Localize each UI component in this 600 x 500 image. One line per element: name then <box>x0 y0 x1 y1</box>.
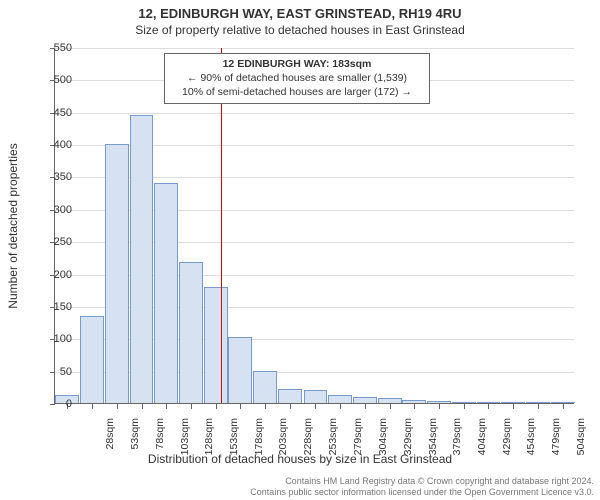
x-tick-mark <box>315 404 316 409</box>
x-tick-mark <box>365 404 366 409</box>
chart-title-main: 12, EDINBURGH WAY, EAST GRINSTEAD, RH19 … <box>0 0 600 21</box>
y-tick-label: 250 <box>32 236 72 248</box>
histogram-bar <box>477 402 501 403</box>
plot-region: 12 EDINBURGH WAY: 183sqm← 90% of detache… <box>54 48 574 404</box>
histogram-bar <box>551 402 575 403</box>
x-tick-label: 279sqm <box>352 418 364 466</box>
x-tick-label: 78sqm <box>154 418 166 466</box>
y-tick-label: 50 <box>32 366 72 378</box>
footer-attribution: Contains HM Land Registry data © Crown c… <box>250 476 594 499</box>
x-tick-mark <box>439 404 440 409</box>
x-tick-label: 504sqm <box>575 418 587 466</box>
x-tick-mark <box>290 404 291 409</box>
histogram-bar <box>402 400 426 403</box>
annotation-line-2: 10% of semi-detached houses are larger (… <box>171 85 423 99</box>
histogram-bar <box>228 337 252 403</box>
y-tick-label: 400 <box>32 139 72 151</box>
y-tick-label: 150 <box>32 301 72 313</box>
x-tick-mark <box>538 404 539 409</box>
x-tick-label: 404sqm <box>476 418 488 466</box>
x-tick-label: 53sqm <box>129 418 141 466</box>
x-tick-mark <box>390 404 391 409</box>
x-tick-label: 253sqm <box>327 418 339 466</box>
histogram-bar <box>427 401 451 403</box>
y-tick-label: 550 <box>32 42 72 54</box>
x-tick-label: 454sqm <box>525 418 537 466</box>
histogram-bar <box>304 390 328 403</box>
x-tick-label: 228sqm <box>302 418 314 466</box>
y-tick-label: 300 <box>32 204 72 216</box>
x-tick-mark <box>191 404 192 409</box>
x-tick-label: 153sqm <box>228 418 240 466</box>
x-tick-mark <box>414 404 415 409</box>
y-tick-label: 0 <box>32 398 72 410</box>
x-tick-label: 203sqm <box>277 418 289 466</box>
histogram-bar <box>526 402 550 403</box>
x-tick-mark <box>117 404 118 409</box>
histogram-bar <box>328 395 352 403</box>
x-tick-mark <box>216 404 217 409</box>
footer-line-2: Contains public sector information licen… <box>250 487 594 498</box>
gridline <box>55 113 574 114</box>
x-tick-label: 479sqm <box>550 418 562 466</box>
x-tick-mark <box>240 404 241 409</box>
histogram-bar <box>179 262 203 403</box>
x-tick-label: 429sqm <box>501 418 513 466</box>
histogram-bar <box>204 287 228 404</box>
histogram-bar <box>452 402 476 403</box>
x-tick-mark <box>464 404 465 409</box>
histogram-bar <box>253 371 277 403</box>
footer-line-1: Contains HM Land Registry data © Crown c… <box>250 476 594 487</box>
x-tick-mark <box>265 404 266 409</box>
x-tick-mark <box>92 404 93 409</box>
annotation-title: 12 EDINBURGH WAY: 183sqm <box>171 57 423 71</box>
x-tick-mark <box>488 404 489 409</box>
chart-area: 12 EDINBURGH WAY: 183sqm← 90% of detache… <box>54 48 574 404</box>
histogram-bar <box>80 316 104 403</box>
y-tick-label: 500 <box>32 74 72 86</box>
x-tick-mark <box>142 404 143 409</box>
x-tick-mark <box>340 404 341 409</box>
histogram-bar <box>353 397 377 403</box>
y-tick-label: 100 <box>32 333 72 345</box>
x-tick-label: 28sqm <box>104 418 116 466</box>
histogram-bar <box>278 389 302 403</box>
x-tick-label: 329sqm <box>402 418 414 466</box>
x-tick-label: 379sqm <box>451 418 463 466</box>
x-tick-label: 128sqm <box>203 418 215 466</box>
x-tick-mark <box>166 404 167 409</box>
histogram-bar <box>501 402 525 403</box>
x-tick-label: 103sqm <box>179 418 191 466</box>
histogram-bar <box>378 398 402 403</box>
y-tick-label: 200 <box>32 269 72 281</box>
histogram-bar <box>105 144 129 403</box>
y-tick-label: 450 <box>32 107 72 119</box>
y-tick-label: 350 <box>32 171 72 183</box>
x-tick-mark <box>563 404 564 409</box>
annotation-box: 12 EDINBURGH WAY: 183sqm← 90% of detache… <box>164 53 430 104</box>
x-tick-label: 354sqm <box>427 418 439 466</box>
x-tick-label: 304sqm <box>377 418 389 466</box>
x-tick-label: 178sqm <box>253 418 265 466</box>
histogram-bar <box>130 115 154 403</box>
x-tick-mark <box>513 404 514 409</box>
histogram-bar <box>154 183 178 403</box>
chart-title-sub: Size of property relative to detached ho… <box>0 21 600 37</box>
y-axis-label: Number of detached properties <box>6 143 20 308</box>
gridline <box>55 48 574 49</box>
annotation-line-1: ← 90% of detached houses are smaller (1,… <box>171 71 423 85</box>
